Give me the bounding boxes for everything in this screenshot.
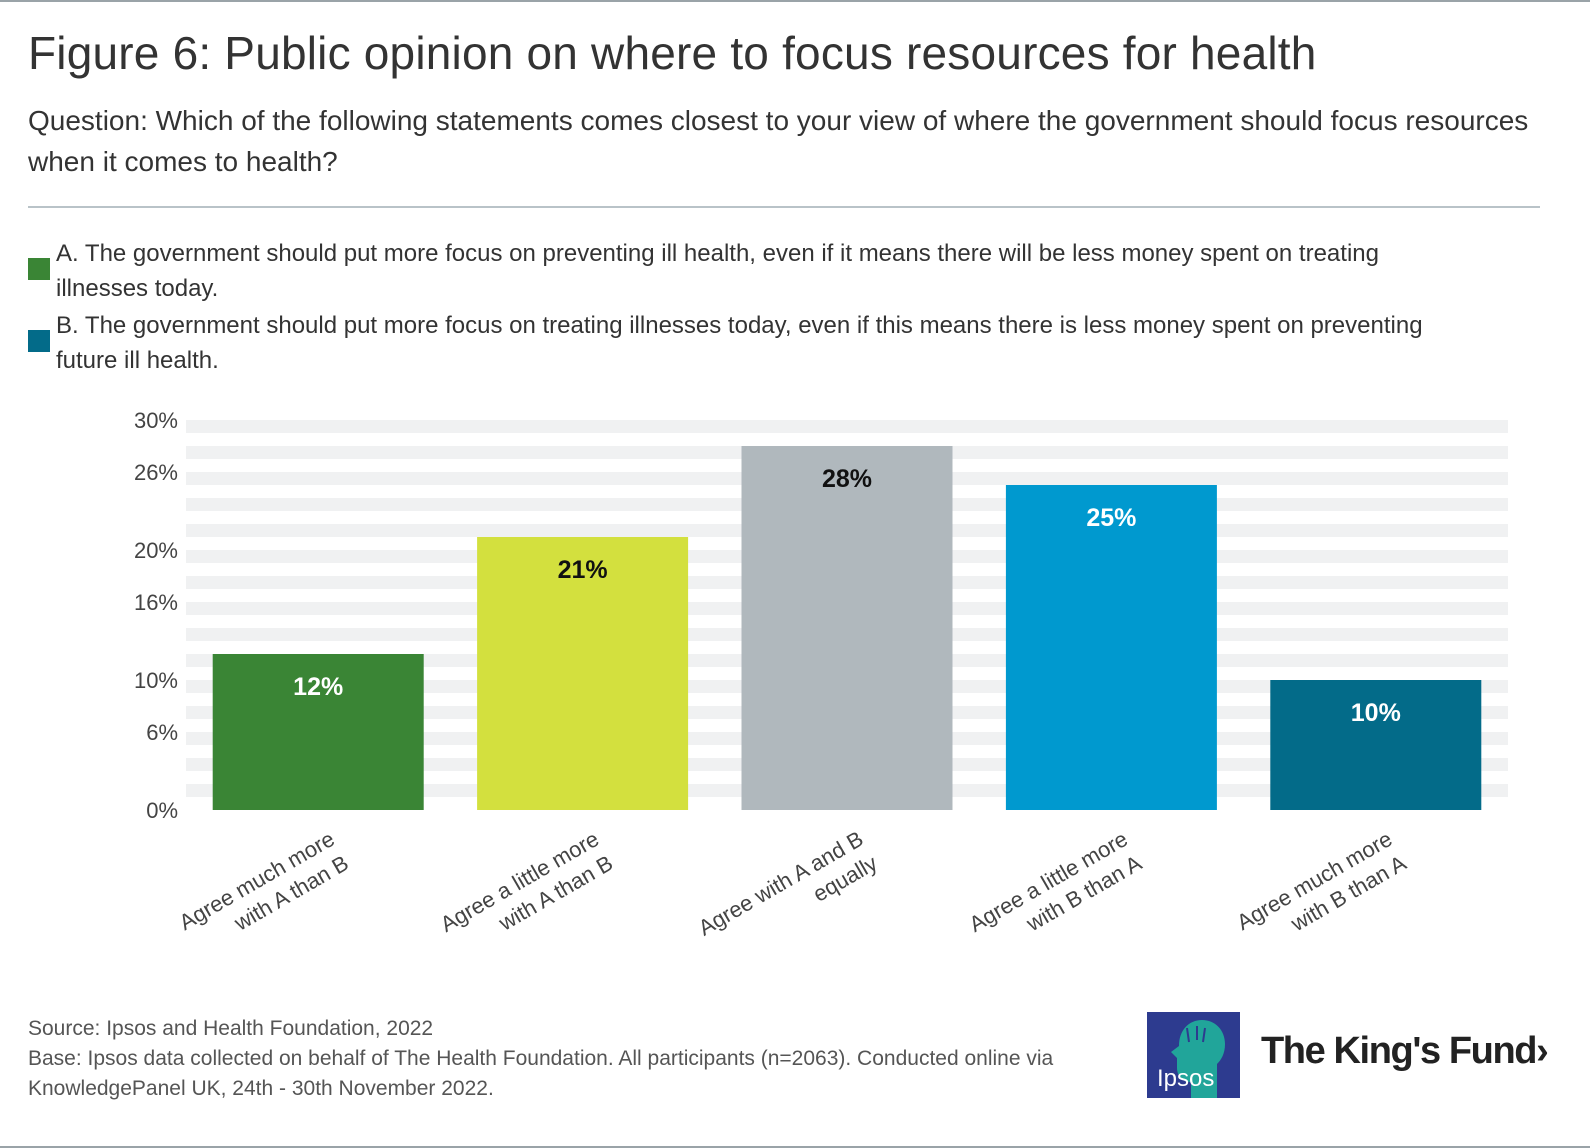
chevron-right-icon: › <box>1536 1030 1549 1072</box>
bar <box>212 654 424 810</box>
legend-text-b: B. The government should put more focus … <box>56 312 1423 374</box>
page-title: Figure 6: Public opinion on where to foc… <box>28 27 1317 79</box>
bar <box>1005 485 1217 810</box>
y-tick-label: 0% <box>146 798 178 823</box>
y-tick-label: 26% <box>134 460 178 485</box>
bar <box>477 537 689 810</box>
bar-value-label: 12% <box>293 673 343 701</box>
bar <box>1270 680 1482 810</box>
legend-item-a: A. The government should put more focus … <box>28 236 1448 306</box>
legend: A. The government should put more focus … <box>28 236 1448 380</box>
bar-chart: 0% 6% 10% 16% 20% 26% 30% 12% 21% 28% 25% 10% Agre… <box>134 408 1508 941</box>
y-tick-label: 30% <box>134 408 178 433</box>
legend-swatch-a <box>28 258 50 280</box>
bar <box>741 446 953 810</box>
source-note: Source: Ipsos and Health Foundation, 202… <box>28 1017 434 1040</box>
y-tick-label: 16% <box>134 590 178 615</box>
legend-text-a: A. The government should put more focus … <box>56 240 1379 302</box>
bar-value-label: 28% <box>822 465 872 493</box>
legend-swatch-b <box>28 330 50 352</box>
bottom-border <box>0 1146 1590 1148</box>
legend-item-b: B. The government should put more focus … <box>28 308 1448 378</box>
logos: Ipsos The King's Fund› <box>1147 1012 1549 1098</box>
bar-value-label: 10% <box>1351 699 1401 727</box>
y-tick-label: 20% <box>134 538 178 563</box>
footer: Source: Ipsos and Health Foundation, 202… <box>28 1014 1108 1104</box>
y-tick-label: 10% <box>134 668 178 693</box>
grid-band <box>186 420 1508 433</box>
kingsfund-logo: The King's Fund› <box>1261 1030 1549 1072</box>
y-tick-label: 6% <box>146 720 178 745</box>
bar-value-label: 21% <box>558 556 608 584</box>
bar-value-label: 25% <box>1086 504 1136 532</box>
grid-band <box>186 433 1508 446</box>
question-text: Question: Which of the following stateme… <box>28 105 1529 177</box>
ipsos-logo: Ipsos <box>1147 1012 1240 1098</box>
divider <box>28 206 1540 208</box>
top-border <box>0 0 1590 2</box>
base-note: Base: Ipsos data collected on behalf of … <box>28 1047 1054 1100</box>
svg-text:Ipsos: Ipsos <box>1157 1065 1214 1092</box>
